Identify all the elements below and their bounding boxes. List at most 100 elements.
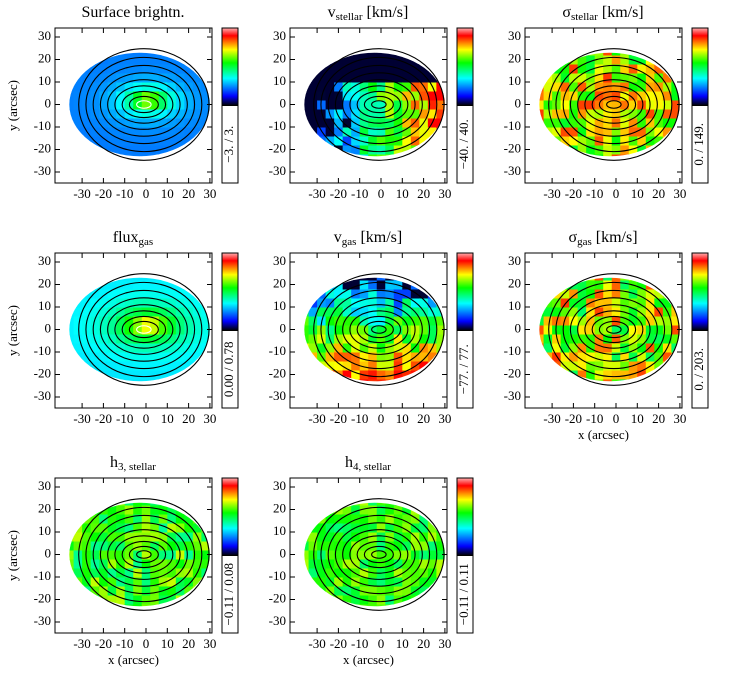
y-tick-label: 10 [38,73,51,88]
x-tick-label: -30 [73,636,90,651]
map-pixel [680,334,689,344]
map-pixel [368,541,378,551]
map-pixel [445,289,454,299]
map-pixel [393,73,403,83]
map-pixel [628,127,638,137]
colorbar-label: −77. / 77. [456,344,471,394]
map-pixel [436,316,445,326]
map-pixel [69,541,75,551]
map-pixel [308,280,318,290]
map-pixel [569,73,579,83]
map-pixel [69,343,75,353]
map-pixel [82,505,92,515]
map-pixel [368,370,378,380]
contour [136,325,152,334]
map-pixel [304,379,310,382]
map-pixel [167,325,177,335]
x-tick-label: 0 [143,636,150,651]
map-pixel [304,505,310,515]
y-tick-label: 10 [273,298,286,313]
map-pixel [209,127,210,137]
map-pixel [334,379,344,382]
map-pixel [342,352,352,362]
y-tick-label: -30 [269,613,286,628]
map-pixel [141,523,151,533]
map-pixel [90,280,100,290]
map-pixel [192,100,202,110]
map-pixel [82,361,92,371]
map-pixel [124,136,134,146]
map-pixel [368,586,378,596]
map-pixel [577,361,587,371]
map-pixel [539,343,545,353]
map-pixel [334,109,344,119]
map-pixel [325,559,335,569]
map-pixel [654,352,664,362]
map-pixel [116,118,126,128]
map-pixel [192,505,202,515]
map-pixel [90,136,100,146]
map-pixel [628,109,638,119]
map-pixel [393,559,403,569]
map-pixel [167,73,177,83]
map-pixel [317,136,327,146]
map-pixel [628,370,638,380]
map-pixel [304,91,310,101]
map-pixel [150,277,160,281]
map-pixel [577,343,587,353]
map-pixel [410,334,420,344]
map-pixel [107,586,117,596]
map-pixel [184,145,194,155]
map-pixel [539,52,545,56]
map-pixel [671,52,680,56]
map-pixel [436,289,445,299]
map-pixel [150,316,160,326]
colorbar [221,252,239,331]
map-pixel [175,604,185,607]
map-pixel [577,82,587,92]
map-pixel [209,73,210,83]
map-pixel [376,91,386,101]
map-pixel [167,91,177,101]
y-tick-label: -10 [269,118,286,133]
map-pixel [342,514,352,524]
map-pixel [680,82,689,92]
map [539,277,689,382]
map-pixel [671,361,680,371]
map-pixel [90,109,100,119]
map-pixel [141,559,151,569]
title-main: v [334,229,342,246]
map [304,52,445,157]
map-pixel [184,154,194,157]
map-pixel [662,280,672,290]
map-pixel [376,559,386,569]
map-pixel [410,379,420,382]
map-pixel [385,277,395,281]
panel-title: σstellar [km/s] [562,4,643,23]
map-pixel [376,604,386,607]
map-pixel [436,136,445,146]
map-pixel [628,82,638,92]
map-pixel [342,280,352,290]
x-tick-label: -20 [330,636,347,651]
map-pixel [82,154,92,157]
map-pixel [158,550,168,560]
map-pixel [201,502,210,506]
map-pixel [150,370,160,380]
map-pixel [552,118,562,128]
map-pixel [611,73,621,83]
map-pixel [133,289,143,299]
map-pixel [69,154,75,157]
colorbar-label: −40. / 40. [456,119,471,169]
map-pixel [107,136,117,146]
map-pixel [325,361,335,371]
map-pixel [124,604,134,607]
map-pixel [419,559,429,569]
map-pixel [560,118,570,128]
map-pixel [393,334,403,344]
map-pixel [69,55,75,65]
map-pixel [611,136,621,146]
map-pixel [150,91,160,101]
map-pixel [150,541,160,551]
map-pixel [368,55,378,65]
